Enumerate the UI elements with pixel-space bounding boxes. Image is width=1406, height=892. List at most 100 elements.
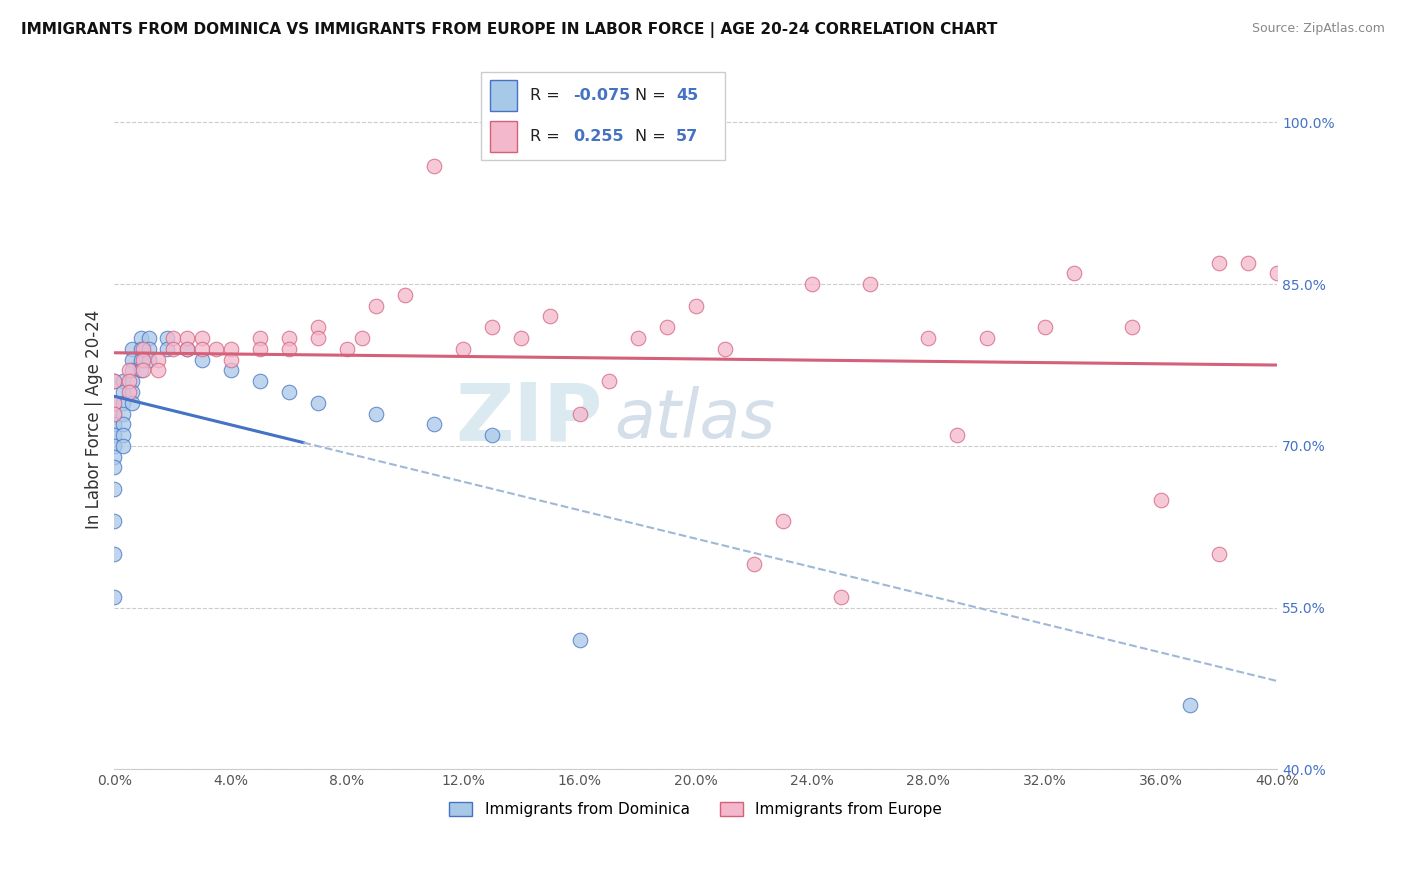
Point xyxy=(540,310,562,324)
Point xyxy=(112,396,135,410)
Point xyxy=(277,331,299,345)
Point xyxy=(219,363,242,377)
Point xyxy=(1208,255,1230,269)
Point xyxy=(103,460,125,475)
Point xyxy=(103,450,125,464)
Point xyxy=(112,439,135,453)
Point xyxy=(976,331,998,345)
Point xyxy=(112,428,135,442)
Legend: Immigrants from Dominica, Immigrants from Europe: Immigrants from Dominica, Immigrants fro… xyxy=(441,795,950,825)
Point xyxy=(336,342,359,356)
Point xyxy=(132,363,155,377)
Point xyxy=(103,396,125,410)
Point xyxy=(156,342,179,356)
Point xyxy=(103,374,125,388)
Point xyxy=(103,514,125,528)
Point xyxy=(277,342,299,356)
Point xyxy=(219,342,242,356)
Point xyxy=(568,407,591,421)
Point xyxy=(121,384,143,399)
Point xyxy=(132,342,155,356)
Point xyxy=(249,331,271,345)
Point xyxy=(103,407,125,421)
Point xyxy=(190,331,212,345)
Point xyxy=(307,396,329,410)
Point xyxy=(1265,266,1288,280)
Point xyxy=(307,320,329,334)
Point xyxy=(772,514,794,528)
Point xyxy=(129,342,152,356)
Point xyxy=(146,352,169,367)
Point xyxy=(249,374,271,388)
Point xyxy=(103,407,125,421)
Point xyxy=(103,428,125,442)
Point xyxy=(1237,255,1260,269)
Point xyxy=(132,352,155,367)
Point xyxy=(249,342,271,356)
Point xyxy=(946,428,969,442)
Point xyxy=(146,363,169,377)
Point xyxy=(655,320,678,334)
Point xyxy=(121,363,143,377)
Point xyxy=(1121,320,1143,334)
Point xyxy=(176,342,198,356)
Point xyxy=(112,374,135,388)
Point xyxy=(394,288,416,302)
Point xyxy=(205,342,228,356)
Point xyxy=(129,363,152,377)
Point xyxy=(277,384,299,399)
Point xyxy=(481,320,503,334)
Point xyxy=(103,547,125,561)
Point xyxy=(190,342,212,356)
Point xyxy=(118,384,141,399)
Point xyxy=(423,159,446,173)
Point xyxy=(1178,698,1201,712)
Point xyxy=(176,342,198,356)
Text: atlas: atlas xyxy=(614,386,776,452)
Point xyxy=(121,342,143,356)
Point xyxy=(714,342,737,356)
Y-axis label: In Labor Force | Age 20-24: In Labor Force | Age 20-24 xyxy=(86,310,103,529)
Point xyxy=(162,342,184,356)
Point xyxy=(112,417,135,432)
Point xyxy=(423,417,446,432)
Point xyxy=(1208,547,1230,561)
Point xyxy=(1150,492,1173,507)
Point xyxy=(685,299,707,313)
Point xyxy=(118,374,141,388)
Point xyxy=(364,299,387,313)
Point xyxy=(121,374,143,388)
Point xyxy=(176,331,198,345)
Point xyxy=(510,331,533,345)
Point xyxy=(364,407,387,421)
Point xyxy=(138,342,160,356)
Point xyxy=(156,331,179,345)
Point xyxy=(481,428,503,442)
Point xyxy=(121,396,143,410)
Point xyxy=(162,331,184,345)
Point xyxy=(568,632,591,647)
Point xyxy=(598,374,620,388)
Point xyxy=(112,384,135,399)
Text: Source: ZipAtlas.com: Source: ZipAtlas.com xyxy=(1251,22,1385,36)
Point xyxy=(350,331,373,345)
Point xyxy=(307,331,329,345)
Point xyxy=(103,374,125,388)
Point xyxy=(627,331,650,345)
Point xyxy=(742,558,765,572)
Point xyxy=(103,417,125,432)
Point xyxy=(103,482,125,496)
Point xyxy=(112,407,135,421)
Point xyxy=(801,277,824,292)
Point xyxy=(1033,320,1056,334)
Point xyxy=(103,439,125,453)
Point xyxy=(118,363,141,377)
Point xyxy=(103,590,125,604)
Text: ZIP: ZIP xyxy=(456,380,603,458)
Point xyxy=(103,396,125,410)
Point xyxy=(1063,266,1085,280)
Point xyxy=(917,331,939,345)
Point xyxy=(859,277,882,292)
Point xyxy=(129,352,152,367)
Point xyxy=(219,352,242,367)
